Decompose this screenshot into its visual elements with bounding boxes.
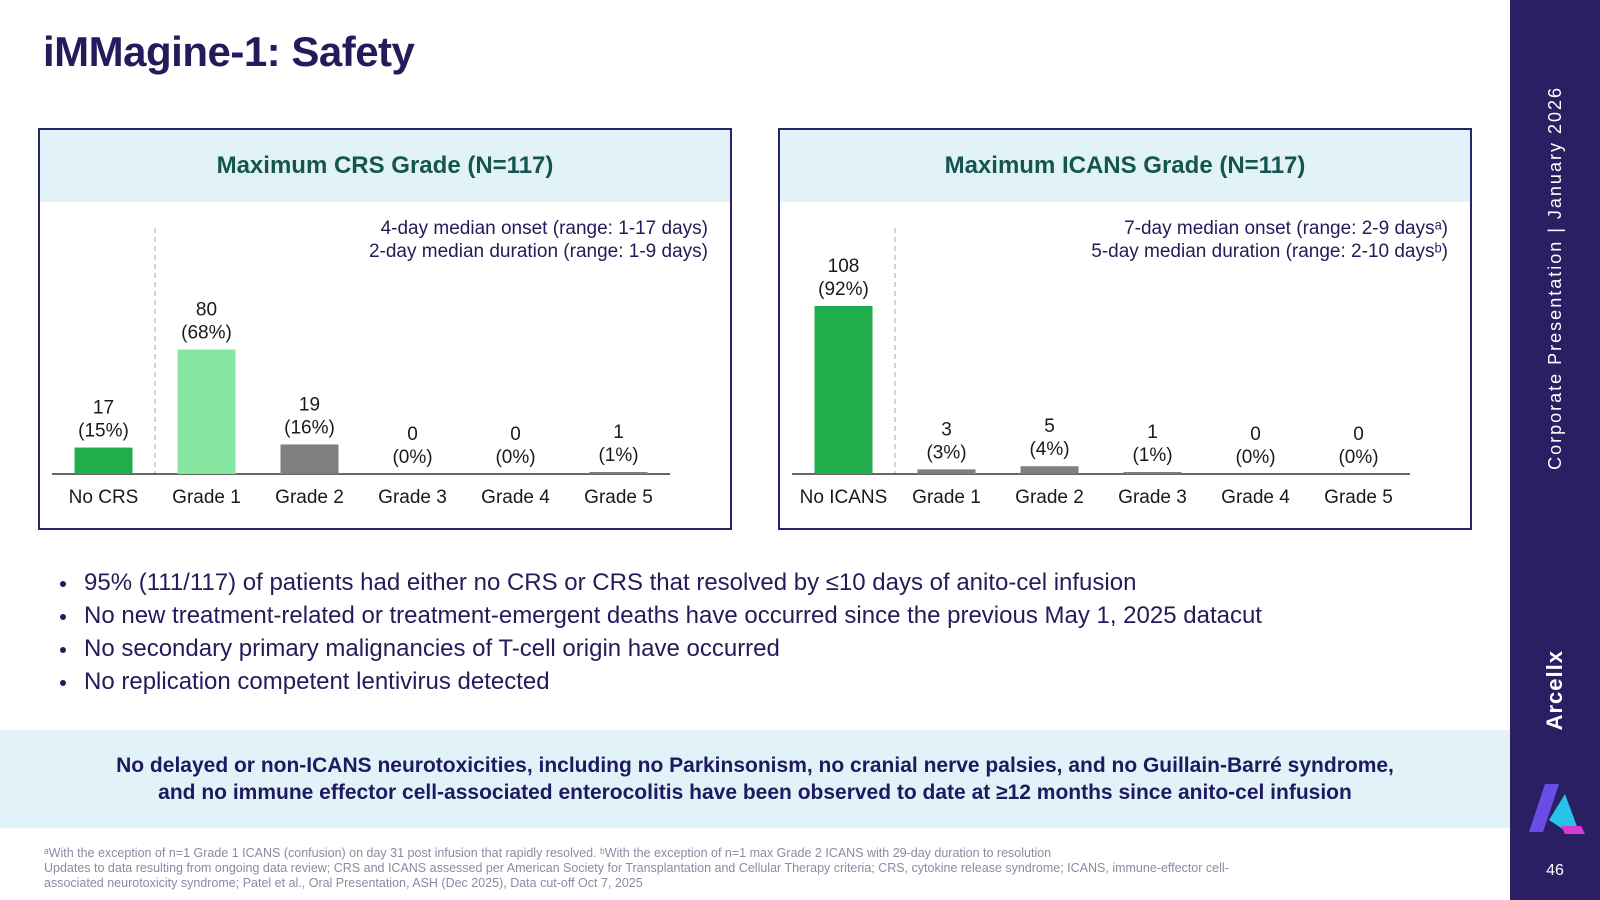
crs-annotation: 2-day median duration (range: 1-9 days) <box>369 241 708 262</box>
icans-chart-panel: Maximum ICANS Grade (N=117) 7-day median… <box>778 128 1472 530</box>
icans-value-label: 5 <box>1044 416 1055 437</box>
page-number: 46 <box>1546 862 1564 879</box>
crs-percent-label: (68%) <box>181 323 232 344</box>
icans-value-label: 0 <box>1250 424 1261 445</box>
crs-value-label: 80 <box>196 300 217 321</box>
crs-annotation: 4-day median onset (range: 1-17 days) <box>381 218 708 239</box>
crs-value-label: 17 <box>93 398 114 419</box>
icans-category-label: Grade 3 <box>1118 487 1187 508</box>
crs-value-label: 0 <box>407 424 418 445</box>
crs-bar <box>177 349 236 474</box>
crs-percent-label: (0%) <box>392 447 432 468</box>
crs-category-label: Grade 5 <box>584 487 653 508</box>
icans-bar <box>1123 472 1182 474</box>
sidebar <box>1510 0 1600 900</box>
callout-line-2: and no immune effector cell-associated e… <box>158 781 1352 804</box>
icans-value-label: 108 <box>828 256 860 277</box>
crs-category-label: No CRS <box>69 487 139 508</box>
icans-percent-label: (3%) <box>926 442 966 463</box>
crs-category-label: Grade 3 <box>378 487 447 508</box>
sidebar-presentation-label: Corporate Presentation | January 2026 <box>1514 50 1596 470</box>
finding-item: No secondary primary malignancies of T-c… <box>58 632 1262 665</box>
presentation-date-text: Corporate Presentation | January 2026 <box>1544 86 1565 470</box>
logo-accent <box>1561 826 1585 834</box>
crs-value-label: 0 <box>510 424 521 445</box>
crs-value-label: 1 <box>613 422 624 443</box>
arcellx-logo-icon <box>1529 784 1585 834</box>
icans-value-label: 0 <box>1353 424 1364 445</box>
icans-percent-label: (0%) <box>1235 447 1275 468</box>
icans-bar <box>917 469 976 474</box>
crs-chart-title: Maximum CRS Grade (N=117) <box>40 130 730 202</box>
crs-percent-label: (1%) <box>598 445 638 466</box>
footnote-line: associated neurotoxicity syndrome; Patel… <box>44 876 643 890</box>
icans-category-label: No ICANS <box>800 487 888 508</box>
icans-chart-title: Maximum ICANS Grade (N=117) <box>780 130 1470 202</box>
icans-value-label: 1 <box>1147 422 1158 443</box>
logo-stroke-right <box>1549 794 1579 832</box>
icans-annotation: 5-day median duration (range: 2-10 daysᵇ… <box>1091 241 1448 262</box>
crs-bar <box>280 444 339 474</box>
icans-category-label: Grade 2 <box>1015 487 1084 508</box>
icans-bar-chart: 7-day median onset (range: 2-9 daysᵃ)5-d… <box>792 218 1448 508</box>
icans-bar <box>814 306 873 474</box>
footnote-line: ᵃWith the exception of n=1 Grade 1 ICANS… <box>44 846 1052 860</box>
icans-annotation: 7-day median onset (range: 2-9 daysᵃ) <box>1124 218 1448 239</box>
logo-stroke-left <box>1529 784 1559 832</box>
icans-bar <box>1020 466 1079 474</box>
crs-percent-label: (15%) <box>78 421 129 442</box>
crs-category-label: Grade 2 <box>275 487 344 508</box>
sidebar-brand: Arcellx <box>1514 640 1596 740</box>
crs-percent-label: (0%) <box>495 447 535 468</box>
finding-item: 95% (111/117) of patients had either no … <box>58 566 1262 599</box>
callout-line-1: No delayed or non-ICANS neurotoxicities,… <box>116 754 1394 777</box>
icans-percent-label: (4%) <box>1029 439 1069 460</box>
icans-percent-label: (0%) <box>1338 447 1378 468</box>
icans-category-label: Grade 1 <box>912 487 981 508</box>
crs-percent-label: (16%) <box>284 417 335 438</box>
crs-category-label: Grade 4 <box>481 487 550 508</box>
icans-percent-label: (92%) <box>818 279 869 300</box>
crs-value-label: 19 <box>299 394 320 415</box>
finding-item: No replication competent lentivirus dete… <box>58 665 1262 698</box>
icans-percent-label: (1%) <box>1132 445 1172 466</box>
crs-bar-chart: 4-day median onset (range: 1-17 days)2-d… <box>52 218 708 508</box>
crs-chart-panel: Maximum CRS Grade (N=117) 4-day median o… <box>38 128 732 530</box>
crs-bar <box>589 472 648 474</box>
finding-item: No new treatment-related or treatment-em… <box>58 599 1262 632</box>
neurotoxicity-callout: No delayed or non-ICANS neurotoxicities,… <box>0 730 1510 828</box>
key-findings-list: 95% (111/117) of patients had either no … <box>58 566 1262 698</box>
crs-bar <box>74 447 133 474</box>
icans-category-label: Grade 4 <box>1221 487 1290 508</box>
brand-name-text: Arcellx <box>1542 649 1567 731</box>
footnotes: ᵃWith the exception of n=1 Grade 1 ICANS… <box>44 846 1474 891</box>
footnote-line: Updates to data resulting from ongoing d… <box>44 861 1229 875</box>
crs-category-label: Grade 1 <box>172 487 241 508</box>
icans-category-label: Grade 5 <box>1324 487 1393 508</box>
page-title: iMMagine-1: Safety <box>43 28 415 75</box>
icans-value-label: 3 <box>941 419 952 440</box>
